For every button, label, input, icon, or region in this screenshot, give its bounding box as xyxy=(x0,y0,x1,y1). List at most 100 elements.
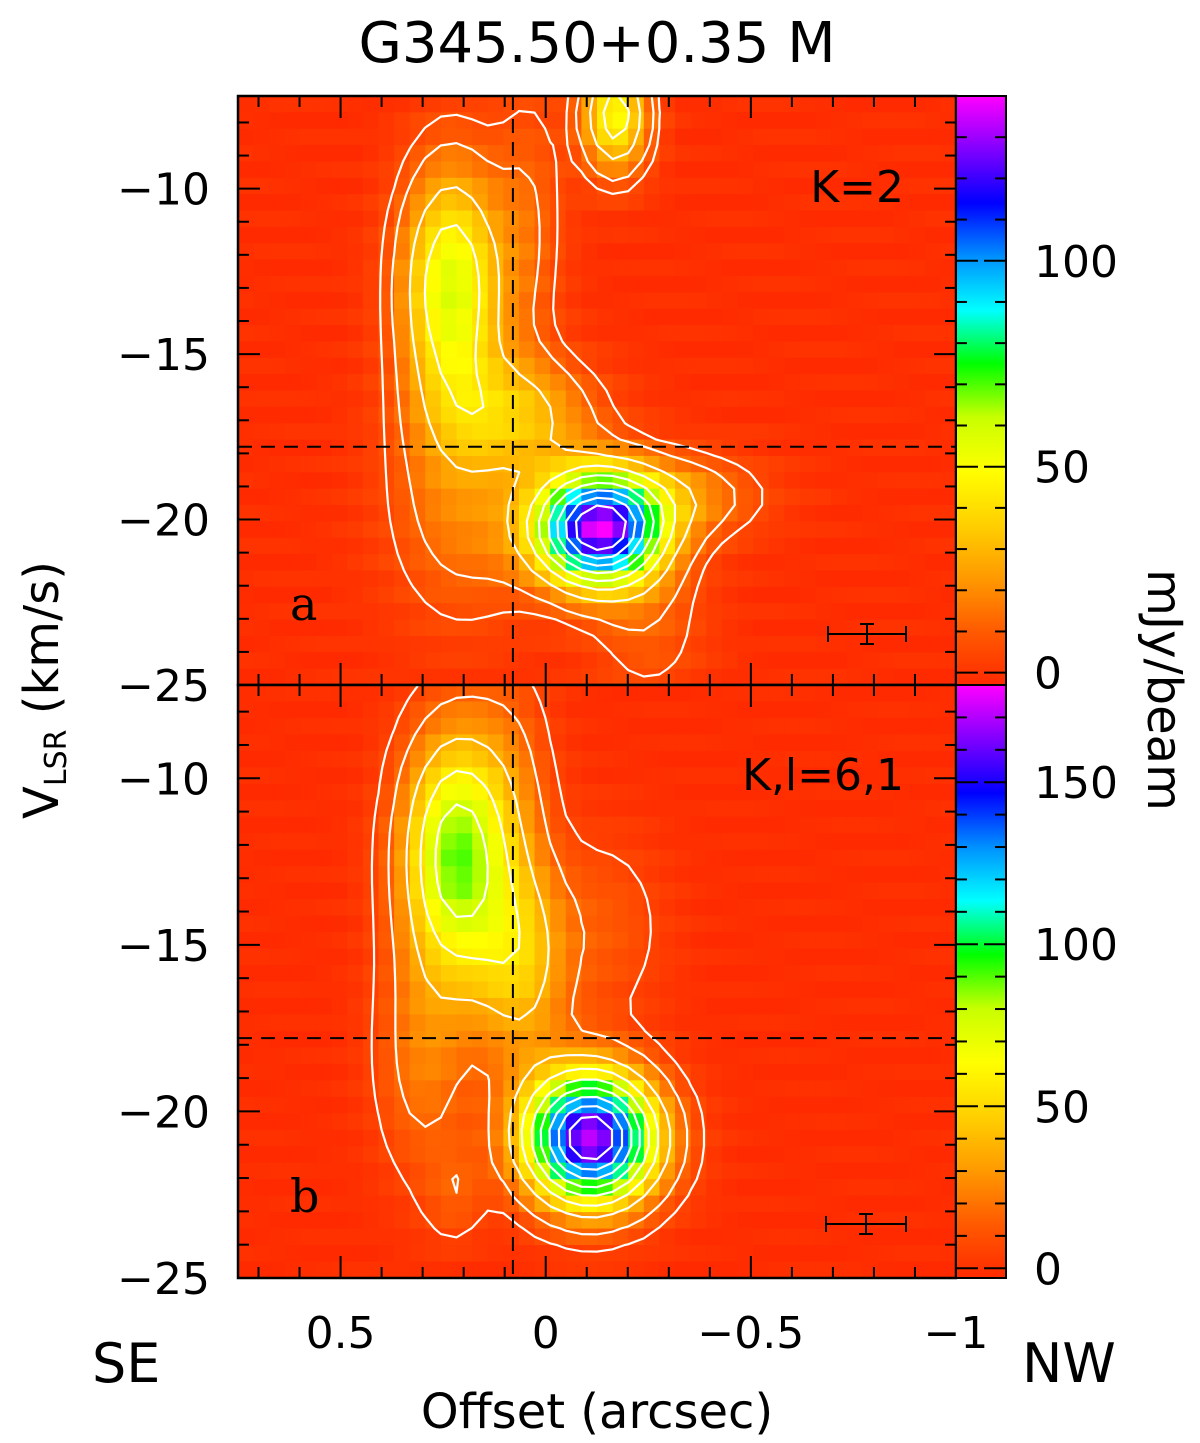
heatmap-cell xyxy=(659,325,676,343)
heatmap-cell xyxy=(815,1030,832,1048)
heatmap-cell xyxy=(799,866,817,884)
heatmap-cell xyxy=(565,390,582,408)
heatmap-cell xyxy=(737,767,754,785)
heatmap-cell xyxy=(440,292,458,310)
heatmap-cell xyxy=(846,537,863,555)
heatmap-cell xyxy=(784,783,801,801)
heatmap-cell xyxy=(269,1030,286,1048)
heatmap-cell xyxy=(597,308,614,326)
heatmap-cell xyxy=(799,96,817,113)
heatmap-cell xyxy=(721,243,739,261)
heatmap-cell xyxy=(565,932,582,950)
heatmap-cell xyxy=(815,374,832,392)
heatmap-cell xyxy=(753,1063,770,1081)
heatmap-cell xyxy=(362,554,380,572)
heatmap-cell xyxy=(253,1030,270,1048)
heatmap-cell xyxy=(675,472,692,490)
heatmap-cell xyxy=(472,635,489,653)
heatmap-cell xyxy=(269,603,286,621)
heatmap-cell xyxy=(768,866,785,884)
heatmap-cell xyxy=(316,226,333,244)
heatmap-cell xyxy=(659,734,676,752)
heatmap-cell xyxy=(378,932,395,950)
heatmap-cell xyxy=(253,406,270,424)
heatmap-cell xyxy=(675,685,692,703)
heatmap-cell xyxy=(347,652,364,670)
heatmap-cell xyxy=(659,652,676,670)
heatmap-cell xyxy=(581,112,598,130)
heatmap-cell xyxy=(831,997,848,1016)
heatmap-cell xyxy=(612,767,629,785)
heatmap-cell xyxy=(737,652,754,670)
heatmap-cell xyxy=(877,948,895,966)
heatmap-cell xyxy=(768,701,785,719)
heatmap-cell xyxy=(440,882,458,900)
heatmap-cell xyxy=(815,275,832,293)
heatmap-cell xyxy=(253,1261,270,1278)
heatmap-cell xyxy=(737,177,754,195)
heatmap-cell xyxy=(659,226,676,244)
heatmap-cell xyxy=(284,341,302,359)
heatmap-cell xyxy=(347,866,364,884)
heatmap-cell xyxy=(815,325,832,343)
heatmap-cell xyxy=(300,275,317,293)
heatmap-cell xyxy=(331,603,348,621)
heatmap-cell xyxy=(846,243,863,261)
heatmap-cell xyxy=(425,997,442,1016)
heatmap-cell xyxy=(534,1245,551,1263)
heatmap-cell xyxy=(362,210,380,228)
heatmap-cell xyxy=(456,1146,473,1164)
heatmap-cell xyxy=(846,226,863,244)
heatmap-cell xyxy=(300,833,317,851)
heatmap-cell xyxy=(534,849,551,867)
heatmap-cell xyxy=(628,226,645,244)
panel-b-transition-label: K,l=6,1 xyxy=(742,750,904,801)
heatmap-cell xyxy=(284,488,302,506)
heatmap-cell xyxy=(597,1146,614,1164)
heatmap-cell xyxy=(721,1228,739,1246)
heatmap-cell xyxy=(799,210,817,228)
heatmap-cell xyxy=(815,570,832,588)
heatmap-cell xyxy=(799,750,817,768)
heatmap-cell xyxy=(877,357,895,375)
heatmap-cell xyxy=(316,194,333,212)
heatmap-cell xyxy=(643,685,661,703)
heatmap-cell xyxy=(347,243,364,261)
heatmap-cell xyxy=(893,816,910,834)
heatmap-cell xyxy=(238,1212,255,1230)
heatmap-cell xyxy=(331,259,348,277)
heatmap-cell xyxy=(909,177,926,195)
heatmap-cell xyxy=(238,685,255,703)
heatmap-cell xyxy=(846,325,863,343)
heatmap-cell xyxy=(331,406,348,424)
heatmap-cell xyxy=(893,586,910,604)
heatmap-cell xyxy=(269,145,286,163)
heatmap-cell xyxy=(768,96,785,113)
heatmap-cell xyxy=(737,965,754,983)
heatmap-cell xyxy=(924,505,941,522)
heatmap-cell xyxy=(862,1080,879,1098)
heatmap-cell xyxy=(675,128,692,146)
heatmap-cell xyxy=(518,701,536,719)
heatmap-cell xyxy=(503,570,520,588)
heatmap-cell xyxy=(316,1162,333,1180)
heatmap-cell xyxy=(784,619,801,637)
heatmap-cell xyxy=(425,750,442,768)
heatmap-cell xyxy=(924,717,941,736)
heatmap-cell xyxy=(425,554,442,572)
heatmap-cell xyxy=(472,455,489,473)
heatmap-cell xyxy=(690,965,707,983)
heatmap-cell xyxy=(238,308,255,326)
heatmap-cell xyxy=(316,603,333,621)
heatmap-cell xyxy=(924,390,941,408)
heatmap-cell xyxy=(440,619,458,637)
heatmap-cell xyxy=(518,570,536,588)
heatmap-cell xyxy=(550,652,567,670)
heatmap-cell xyxy=(238,472,255,490)
heatmap-cell xyxy=(347,932,364,950)
heatmap-cell xyxy=(284,882,302,900)
heatmap-cell xyxy=(518,128,536,146)
heatmap-cell xyxy=(784,1179,801,1197)
heatmap-cell xyxy=(284,112,302,130)
heatmap-cell xyxy=(877,1129,895,1147)
